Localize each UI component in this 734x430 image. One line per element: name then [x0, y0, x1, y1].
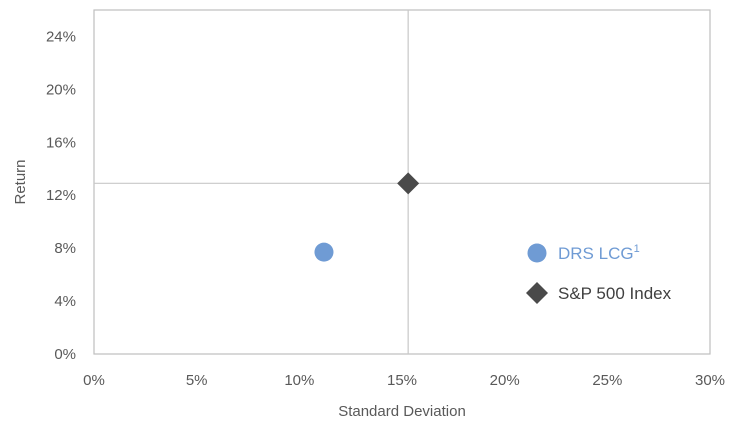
y-tick-label: 0%: [54, 346, 76, 363]
x-axis-title: Standard Deviation: [338, 403, 466, 420]
y-tick-label: 4%: [54, 293, 76, 310]
x-tick-label: 0%: [83, 372, 105, 389]
legend: DRS LCG1 S&P 500 Index: [526, 243, 672, 304]
x-tick-label: 25%: [592, 372, 622, 389]
x-tick-label: 20%: [490, 372, 520, 389]
y-tick-label: 20%: [46, 81, 76, 98]
y-tick-label: 16%: [46, 134, 76, 151]
x-tick-label: 10%: [284, 372, 314, 389]
legend-diamond-icon: [526, 282, 548, 304]
legend-entry-label: S&P 500 Index: [558, 284, 672, 303]
y-tick-label: 8%: [54, 240, 76, 257]
y-axis-title: Return: [12, 159, 29, 204]
x-tick-label: 15%: [387, 372, 417, 389]
data-point-circle: [314, 242, 334, 262]
data-points: [314, 172, 420, 262]
data-point-diamond: [397, 172, 420, 195]
legend-circle-icon: [527, 243, 547, 263]
x-tick-label: 5%: [186, 372, 208, 389]
x-tick-label: 30%: [695, 372, 725, 389]
y-axis-ticks: 0% 4% 8% 12% 16% 20% 24%: [46, 28, 76, 363]
y-tick-label: 24%: [46, 28, 76, 45]
legend-entry-label: DRS LCG1: [558, 243, 640, 263]
x-axis-ticks: 0% 5% 10% 15% 20% 25% 30%: [83, 372, 725, 389]
y-tick-label: 12%: [46, 187, 76, 204]
legend-entry-superscript: 1: [634, 243, 640, 255]
